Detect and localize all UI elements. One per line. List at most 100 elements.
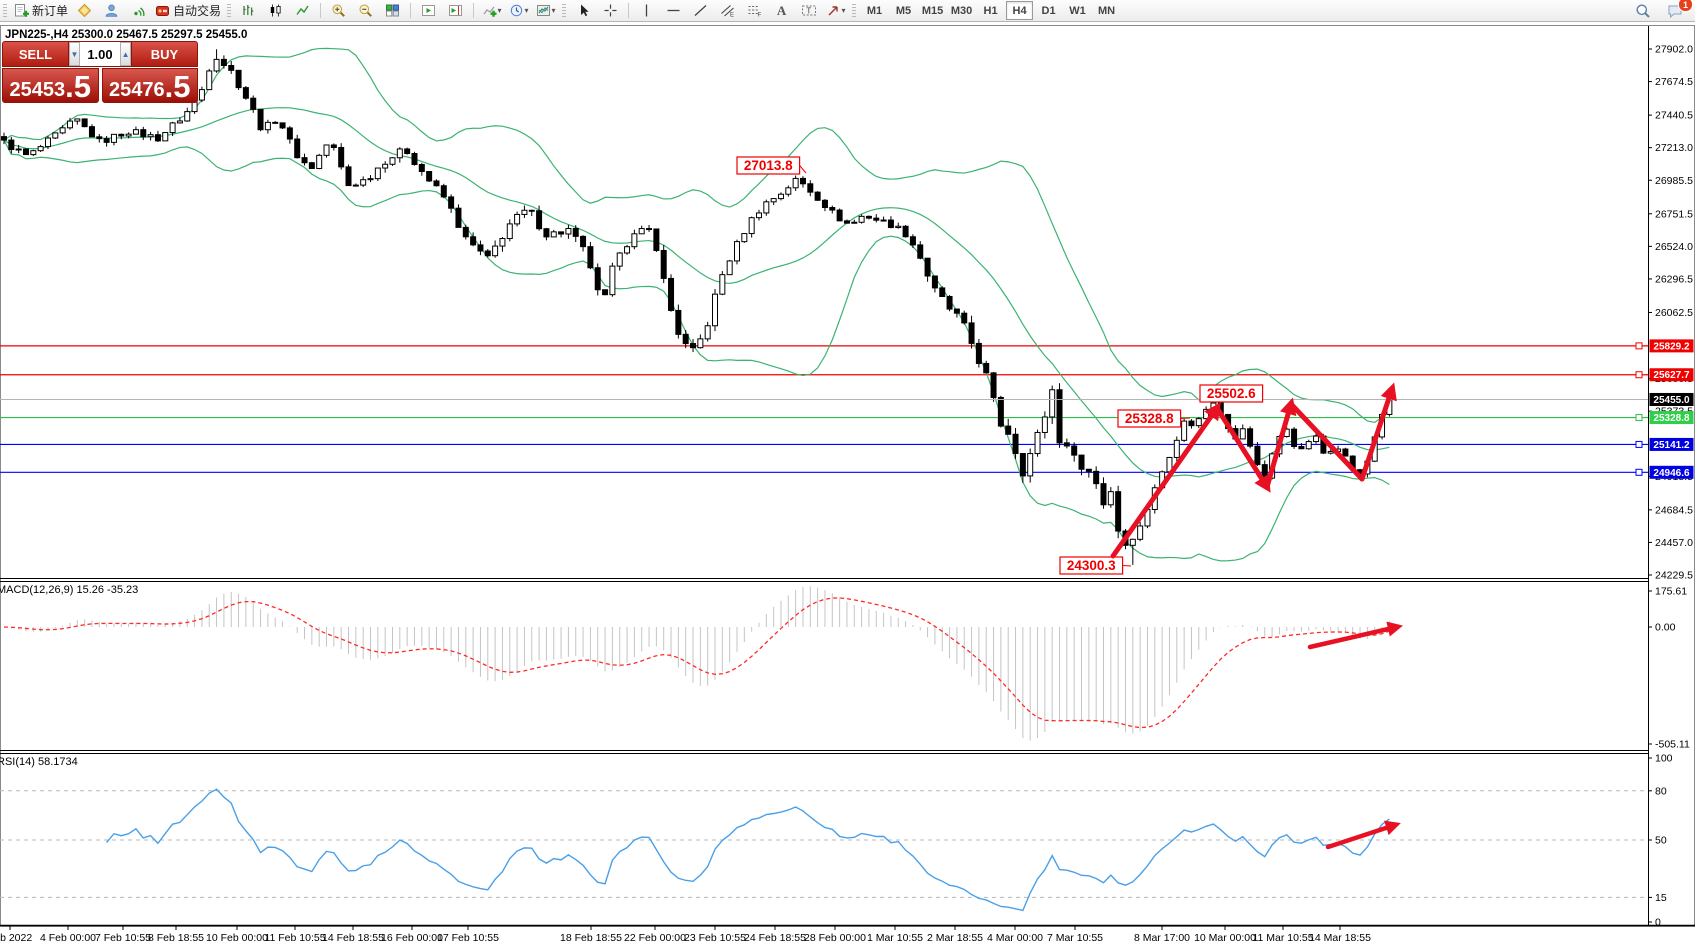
horizontal-line-tool-button[interactable]: [660, 0, 687, 21]
search-button[interactable]: [1629, 0, 1656, 21]
macd-pane[interactable]: [3, 586, 1390, 741]
price-level-box: [1649, 411, 1694, 425]
autotrading-button[interactable]: 自动交易: [152, 0, 224, 21]
svg-text:26296.5: 26296.5: [1655, 273, 1693, 285]
community-person-icon: [105, 4, 118, 17]
text-label-icon: T: [801, 5, 816, 16]
text-tool-button[interactable]: A: [768, 0, 795, 21]
sell-price-main: 25453: [9, 79, 66, 101]
price-level-box: [1649, 339, 1694, 353]
timeframe-h1[interactable]: H1: [983, 4, 998, 17]
chart-shift-button[interactable]: [442, 0, 469, 21]
buy-price[interactable]: 25476 .5: [101, 68, 198, 104]
fibonacci-tool-button[interactable]: F: [741, 0, 768, 21]
channel-tool-button[interactable]: E: [714, 0, 741, 21]
cursor-tool-button[interactable]: [570, 0, 597, 21]
indicators-button[interactable]: ▾: [478, 0, 505, 21]
toolbar-separator: [628, 3, 630, 18]
candlestick-mode-button[interactable]: [262, 0, 289, 21]
sell-price-frac: .5: [65, 68, 91, 104]
notifications-button[interactable]: 1: [1662, 0, 1693, 21]
time-axis-label: 8 Feb 18:55: [148, 932, 204, 944]
buy-price-main: 25476: [109, 79, 165, 101]
volume-increase-button[interactable]: ▲: [120, 42, 131, 66]
svg-text:80: 80: [1655, 785, 1667, 797]
clock-icon: [510, 4, 522, 17]
time-axis-label: 7 Mar 10:55: [1047, 932, 1103, 944]
svg-text:24946.6: 24946.6: [1653, 468, 1690, 479]
timeframe-w1[interactable]: W1: [1069, 4, 1086, 17]
sell-button[interactable]: SELL: [2, 41, 69, 67]
svg-text:26751.5: 26751.5: [1655, 208, 1693, 220]
trend-arrows-layer[interactable]: [1110, 382, 1403, 850]
timeframe-m1[interactable]: M1: [866, 4, 883, 17]
timeframe-m5[interactable]: M5: [895, 4, 912, 17]
community-button[interactable]: [98, 0, 125, 21]
trend-arrow: [1214, 405, 1271, 493]
buy-button[interactable]: BUY: [131, 41, 198, 67]
tile-windows-button[interactable]: [379, 0, 406, 21]
crosshair-tool-button[interactable]: [597, 0, 624, 21]
time-axis-label: 8 Mar 17:00: [1134, 932, 1190, 944]
bar-chart-mode-button[interactable]: [235, 0, 262, 21]
line-chart-mode-button[interactable]: [289, 0, 316, 21]
trend-arrow: [1359, 382, 1397, 482]
time-axis-label: 18 Feb 18:55: [560, 932, 622, 944]
auto-scroll-button[interactable]: [415, 0, 442, 21]
templates-button[interactable]: ▾: [532, 0, 559, 21]
timeframe-d1[interactable]: D1: [1041, 4, 1056, 17]
svg-text:26985.5: 26985.5: [1655, 175, 1693, 187]
volume-input[interactable]: [79, 42, 121, 66]
timeframe-h4[interactable]: H4: [1006, 1, 1034, 20]
signals-button[interactable]: [125, 0, 152, 21]
time-axis-label: 28 Feb 00:00: [804, 932, 866, 944]
arrows-tool-button[interactable]: ▾: [822, 0, 849, 21]
price-axis[interactable]: 27902.0 27674.5 27440.5 27213.0 26985.5 26751…: [1648, 44, 1694, 929]
sell-price[interactable]: 25453 .5: [2, 68, 99, 103]
toolbar-grip: [562, 3, 567, 18]
svg-text:0: 0: [1655, 917, 1661, 929]
timeframe-m15[interactable]: M15: [921, 4, 944, 17]
periods-button[interactable]: ▾: [505, 0, 532, 21]
svg-text:24300.3: 24300.3: [1067, 558, 1116, 573]
new-order-button[interactable]: 新订单: [11, 0, 71, 21]
autotrading-label: 自动交易: [173, 4, 222, 18]
fibonacci-icon: F: [748, 6, 762, 18]
svg-text:-505.11: -505.11: [1655, 739, 1690, 751]
svg-text:24457.0: 24457.0: [1655, 537, 1693, 549]
price-level-box: [1649, 465, 1694, 479]
current-price-box: [1649, 392, 1694, 406]
svg-text:25829.2: 25829.2: [1653, 341, 1690, 352]
svg-text:T: T: [806, 6, 811, 15]
rsi-pane[interactable]: [0, 788, 1648, 912]
text-label-tool-button[interactable]: T: [795, 0, 822, 21]
zoom-out-button[interactable]: [352, 0, 379, 21]
trend-arrow: [1325, 820, 1401, 850]
svg-text:25502.6: 25502.6: [1207, 386, 1256, 401]
one-click-trade-panel: SELL ▼ ▲ BUY 25453 .5 25476 .5: [2, 41, 198, 103]
toolbar-right: 1: [1629, 0, 1693, 21]
time-axis-label: 11 Mar 10:55: [1252, 932, 1313, 944]
svg-text:27440.5: 27440.5: [1655, 110, 1693, 122]
svg-text:24684.5: 24684.5: [1655, 504, 1693, 516]
vertical-line-tool-button[interactable]: [633, 0, 660, 21]
new-order-icon: [15, 4, 29, 17]
zoom-in-icon: [332, 4, 345, 17]
price-callout: [736, 156, 801, 175]
buy-price-frac: .5: [164, 68, 191, 104]
timeframe-m30[interactable]: M30: [950, 4, 973, 17]
time-axis-label: 10 Mar 00:00: [1194, 932, 1256, 944]
zoom-in-button[interactable]: [325, 0, 352, 21]
time-axis-label: 4 Feb 00:00: [40, 932, 96, 944]
svg-text:0.00: 0.00: [1655, 622, 1676, 634]
timeframe-mn[interactable]: MN: [1097, 4, 1116, 17]
time-axis[interactable]: Feb 2022 4 Feb 00:007 Feb 10:558 Feb 18:5…: [0, 926, 1371, 944]
volume-decrease-button[interactable]: ▼: [69, 42, 80, 66]
toolbar: 新订单 自动交易: [0, 0, 1695, 22]
chart-shift-icon: [449, 5, 463, 16]
svg-text:27902.0: 27902.0: [1655, 44, 1693, 56]
callouts-layer[interactable]: 27013.8 25502.6 25328.8 24300.3: [736, 156, 1264, 575]
trendline-tool-button[interactable]: [687, 0, 714, 21]
market-watch-button[interactable]: [71, 0, 98, 21]
